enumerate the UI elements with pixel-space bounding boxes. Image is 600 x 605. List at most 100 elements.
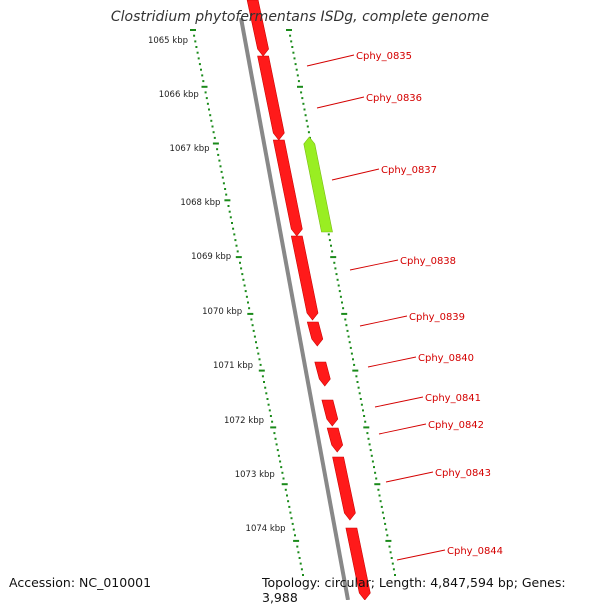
- scale-dot: [280, 466, 283, 469]
- scale-dot: [206, 102, 209, 105]
- scale-dot: [298, 557, 301, 559]
- scale-tick: [281, 483, 288, 486]
- scale-dot: [195, 46, 198, 48]
- gene-label[interactable]: Cphy_0841: [425, 393, 481, 404]
- scale-tick: [374, 483, 381, 486]
- scale-dot: [269, 415, 272, 417]
- scale-tick: [286, 29, 292, 31]
- gene-arrow[interactable]: [314, 361, 331, 387]
- scale-dot: [274, 437, 277, 440]
- scale-dot: [234, 239, 237, 242]
- scale-dot: [268, 409, 271, 412]
- kbp-label: 1072 kbp: [224, 416, 264, 426]
- scale-dot: [205, 97, 208, 100]
- genome-backbone: [239, 17, 350, 600]
- scale-dot: [256, 346, 259, 349]
- scale-dot: [232, 227, 235, 230]
- scale-dot: [202, 80, 205, 83]
- gene-label[interactable]: Cphy_0842: [428, 420, 484, 431]
- scale-dot: [204, 91, 207, 94]
- scale-dot: [391, 562, 394, 565]
- scale-dot: [389, 551, 392, 554]
- kbp-label: 1071 kbp: [213, 361, 253, 371]
- scale-dot: [384, 522, 387, 525]
- scale-dot: [294, 63, 297, 66]
- scale-dot: [334, 267, 337, 270]
- scale-dot: [327, 233, 330, 236]
- gene-label[interactable]: Cphy_0840: [418, 353, 474, 364]
- scale-dot: [360, 403, 363, 406]
- scale-dot: [367, 437, 370, 440]
- scale-dot: [263, 381, 265, 383]
- scale-dot: [276, 449, 279, 452]
- gene-arrow[interactable]: [306, 321, 324, 347]
- scale-dot: [359, 398, 362, 400]
- gene-track: [246, 0, 371, 600]
- scale-dot: [288, 505, 291, 508]
- scale-dot: [342, 307, 345, 310]
- gene-arrow[interactable]: [246, 0, 269, 57]
- scale-dot: [392, 568, 395, 571]
- label-leader-line: [306, 54, 355, 67]
- scale-dot: [368, 443, 371, 446]
- scale-dot: [364, 420, 367, 423]
- scale-dot: [281, 471, 284, 474]
- scale-dot: [236, 250, 239, 253]
- scale-dot: [347, 335, 350, 338]
- gene-label[interactable]: Cphy_0843: [435, 468, 491, 479]
- scale-dot: [363, 415, 366, 417]
- scale-dot: [350, 352, 353, 355]
- scale-dot: [302, 102, 305, 105]
- scale-dot: [235, 244, 238, 247]
- scale-dot: [218, 159, 221, 162]
- gene-label[interactable]: Cphy_0837: [381, 165, 437, 176]
- gene-arrow[interactable]: [303, 136, 333, 233]
- scale-dot: [198, 63, 201, 66]
- scale-dot: [220, 170, 223, 173]
- scale-dot: [383, 517, 385, 520]
- scale-dot: [336, 278, 339, 281]
- scale-dot: [279, 460, 282, 463]
- scale-dot: [209, 114, 212, 117]
- scale-dot: [377, 488, 380, 491]
- gene-arrow[interactable]: [345, 527, 371, 600]
- scale-dot: [244, 290, 247, 293]
- gene-label[interactable]: Cphy_0835: [356, 51, 412, 62]
- scale-dot: [375, 477, 378, 480]
- scale-dot: [208, 108, 210, 111]
- gene-arrow[interactable]: [290, 235, 319, 321]
- gene-arrow[interactable]: [257, 55, 285, 141]
- gene-arrow[interactable]: [326, 427, 344, 453]
- scale-dot: [265, 392, 268, 395]
- gene-label[interactable]: Cphy_0838: [400, 256, 456, 267]
- scale-dot: [295, 68, 298, 71]
- gene-label[interactable]: Cphy_0844: [447, 546, 503, 557]
- scale-dot: [239, 261, 241, 264]
- scale-dot: [243, 284, 246, 287]
- scale-dot: [247, 301, 249, 304]
- scale-dot: [197, 57, 200, 60]
- scale-dot: [241, 273, 244, 276]
- gene-arrow[interactable]: [332, 456, 356, 521]
- scale-dot: [292, 51, 295, 54]
- scale-dot: [346, 329, 349, 332]
- kbp-label: 1074 kbp: [246, 524, 286, 534]
- scale-dot: [253, 335, 256, 338]
- gene-arrow[interactable]: [272, 139, 303, 237]
- scale-dot: [251, 324, 254, 327]
- scale-dot: [374, 471, 377, 474]
- scale-tick: [293, 539, 300, 542]
- scale-dot: [277, 454, 280, 457]
- scale-dot: [385, 528, 388, 531]
- scale-dot: [341, 301, 343, 304]
- scale-dot: [357, 386, 360, 389]
- scale-dot: [224, 188, 227, 190]
- gene-label[interactable]: Cphy_0836: [366, 93, 422, 104]
- scale-dot: [201, 74, 204, 77]
- scale-dot: [290, 40, 293, 43]
- scale-dot: [353, 363, 356, 366]
- scale-dot: [307, 131, 310, 134]
- gene-label[interactable]: Cphy_0839: [409, 312, 465, 323]
- gene-arrow[interactable]: [321, 399, 339, 427]
- scale-dot: [369, 449, 372, 452]
